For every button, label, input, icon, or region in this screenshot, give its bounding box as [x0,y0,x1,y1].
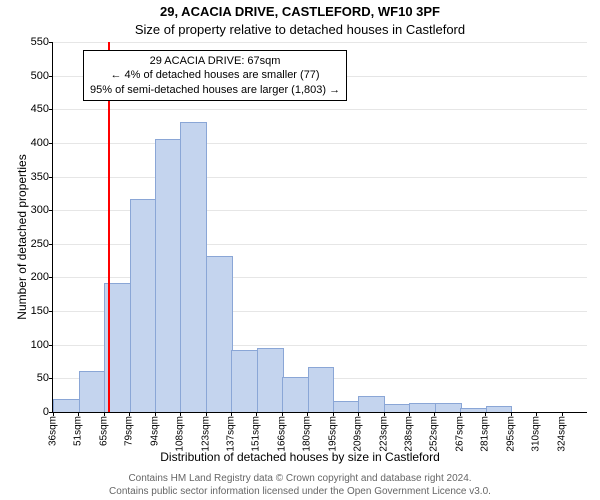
x-tick-label: 281sqm [480,416,491,452]
x-tick-label: 223sqm [378,416,389,452]
y-tick-mark [49,244,53,245]
histogram-bar [180,122,207,412]
x-tick-label: 36sqm [48,416,59,446]
histogram-bar [384,404,411,412]
y-tick-label: 300 [31,204,49,216]
histogram-bar [409,403,436,412]
histogram-bar [130,199,157,412]
x-tick-label: 137sqm [226,416,237,452]
gridline [53,143,587,144]
annotation-box: 29 ACACIA DRIVE: 67sqm← 4% of detached h… [83,50,347,101]
x-tick-label: 79sqm [124,416,135,446]
y-tick-label: 50 [37,372,49,384]
y-tick-label: 100 [31,339,49,351]
footer-line: Contains HM Land Registry data © Crown c… [0,473,600,486]
y-tick-mark [49,277,53,278]
x-tick-label: 310sqm [531,416,542,452]
x-tick-label: 166sqm [276,416,287,452]
page-title: 29, ACACIA DRIVE, CASTLEFORD, WF10 3PF [0,4,600,19]
x-tick-label: 108sqm [175,416,186,452]
y-tick-mark [49,76,53,77]
histogram-bar [257,348,284,412]
x-tick-label: 295sqm [505,416,516,452]
x-tick-label: 94sqm [149,416,160,446]
y-tick-mark [49,378,53,379]
x-tick-label: 180sqm [302,416,313,452]
gridline [53,109,587,110]
x-tick-label: 209sqm [353,416,364,452]
annotation-line: 29 ACACIA DRIVE: 67sqm [90,54,340,68]
chart-container: 29, ACACIA DRIVE, CASTLEFORD, WF10 3PF S… [0,0,600,500]
x-tick-label: 123sqm [200,416,211,452]
histogram-bar [358,396,385,412]
x-tick-label: 65sqm [98,416,109,446]
y-tick-label: 200 [31,271,49,283]
histogram-bar [460,408,487,412]
footer-attribution: Contains HM Land Registry data © Crown c… [0,473,600,498]
x-tick-label: 51sqm [73,416,84,446]
histogram-bar [435,403,462,412]
annotation-line: ← 4% of detached houses are smaller (77) [90,68,340,82]
y-tick-label: 150 [31,305,49,317]
histogram-bar [231,350,258,412]
y-axis-label: Number of detached properties [15,137,29,337]
footer-line: Contains public sector information licen… [0,486,600,499]
histogram-bar [282,377,309,412]
histogram-bar [53,399,80,412]
histogram-bar [155,139,182,412]
histogram-bar [206,256,233,412]
x-tick-label: 252sqm [429,416,440,452]
y-tick-label: 550 [31,36,49,48]
x-axis-label: Distribution of detached houses by size … [0,450,600,464]
y-tick-label: 350 [31,171,49,183]
histogram-bar [308,367,335,412]
gridline [53,42,587,43]
y-tick-mark [49,177,53,178]
x-tick-label: 151sqm [251,416,262,452]
x-tick-label: 195sqm [327,416,338,452]
chart-subtitle: Size of property relative to detached ho… [0,22,600,37]
plot-area: 05010015020025030035040045050055036sqm51… [52,42,587,413]
gridline [53,177,587,178]
histogram-bar [486,406,513,412]
y-tick-label: 450 [31,103,49,115]
y-tick-label: 500 [31,70,49,82]
y-tick-mark [49,311,53,312]
y-tick-mark [49,345,53,346]
x-tick-label: 238sqm [404,416,415,452]
x-tick-label: 324sqm [556,416,567,452]
y-tick-label: 250 [31,238,49,250]
x-tick-label: 267sqm [454,416,465,452]
y-tick-label: 400 [31,137,49,149]
y-tick-mark [49,210,53,211]
histogram-bar [333,401,360,412]
histogram-bar [79,371,106,412]
y-tick-mark [49,143,53,144]
y-tick-mark [49,109,53,110]
annotation-line: 95% of semi-detached houses are larger (… [90,83,340,97]
y-tick-mark [49,42,53,43]
